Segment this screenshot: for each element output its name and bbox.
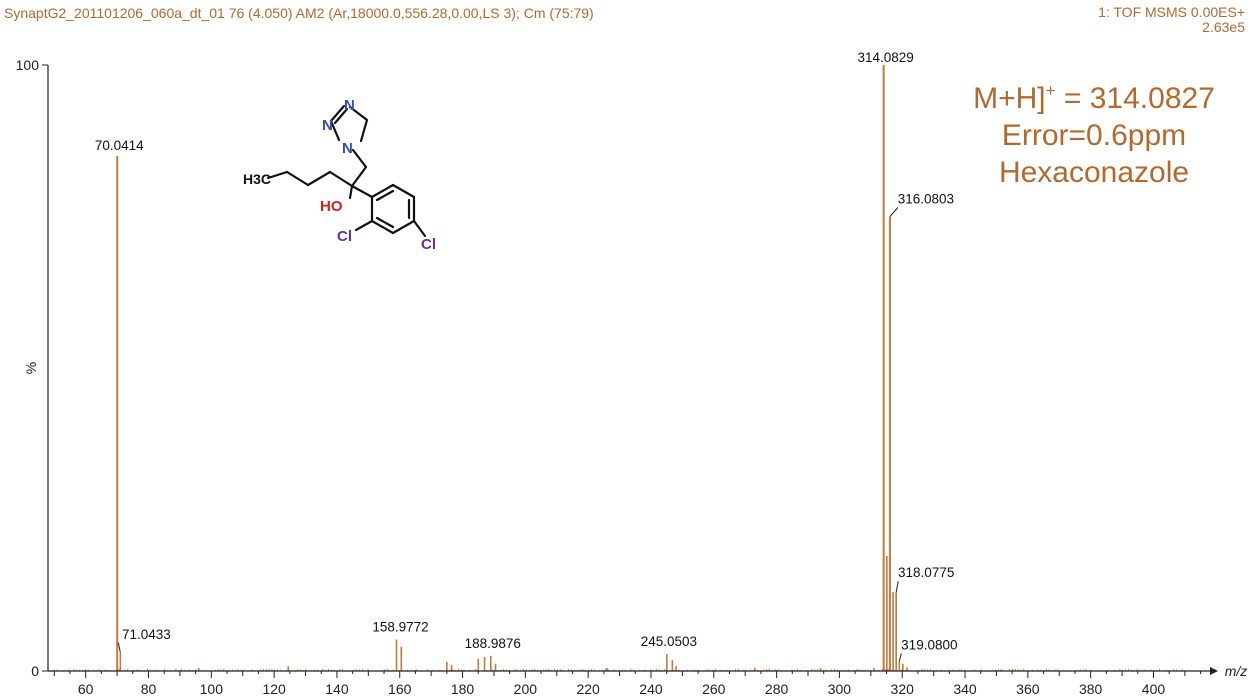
peak-labels: 70.0414 71.0433 158.9772 188.9876 245.0503 31… [95, 50, 957, 662]
atom-methyl: H3C [243, 171, 271, 187]
y-tick-label: 0 [31, 663, 39, 679]
atom-chlorine-ortho: Cl [337, 228, 352, 245]
atom-hydroxyl: HO [320, 198, 343, 215]
x-tick-label: 280 [765, 681, 789, 697]
peak-label: 188.9876 [465, 636, 521, 651]
peak-label: 316.0803 [898, 192, 954, 207]
chart-axes [47, 65, 1218, 675]
peak-label: 319.0800 [901, 637, 957, 652]
peak-label: 71.0433 [122, 627, 171, 642]
peak-label: 70.0414 [95, 138, 144, 153]
x-tick-label: 320 [891, 681, 915, 697]
peak-label: 245.0503 [641, 634, 697, 649]
peak-label-leader [895, 581, 899, 593]
atom-n-top: N [344, 97, 355, 114]
peak-label: 158.9772 [372, 619, 428, 634]
x-tick-label: 80 [141, 681, 157, 697]
x-tick-label: 220 [576, 681, 600, 697]
molecule-structure [266, 104, 427, 238]
peak-label-leader [117, 642, 121, 653]
x-tick-label: 180 [451, 681, 475, 697]
peak-label-leader [889, 207, 899, 217]
x-tick-label: 120 [262, 681, 286, 697]
atom-n-left: N [322, 117, 333, 134]
x-tick-label: 360 [1016, 681, 1040, 697]
peak-label: 318.0775 [898, 565, 954, 580]
x-tick-label: 60 [78, 681, 94, 697]
base-peak-intensity: 2.63e5 [1202, 19, 1245, 35]
molecule-atom-labels: N N N H3C HO Cl Cl [243, 97, 436, 253]
x-tick-label: 340 [953, 681, 977, 697]
spectrum-header-right: 1: TOF MSMS 0.00ES+ 2.63e5 [1098, 5, 1245, 35]
x-tick-label: 380 [1079, 681, 1103, 697]
compound-annotation: M+H]+ = 314.0827 Error=0.6ppm Hexaconazo… [973, 81, 1215, 189]
annotation-mh-line: M+H]+ = 314.0827 [973, 81, 1215, 115]
atom-chlorine-para: Cl [421, 236, 436, 253]
spectrum-header-info: SynaptG2_201101206_060a_dt_01 76 (4.050)… [4, 5, 594, 21]
x-tick-label: 160 [388, 681, 412, 697]
peak-label-leader [898, 653, 902, 662]
x-axis-label: m/z [1225, 663, 1248, 679]
acquisition-function: 1: TOF MSMS 0.00ES+ [1098, 4, 1245, 20]
x-tick-label: 100 [200, 681, 224, 697]
y-ticks: 0 100 [16, 57, 48, 679]
peak-label: 314.0829 [857, 50, 913, 65]
x-tick-label: 240 [639, 681, 663, 697]
y-tick-label: 100 [16, 57, 40, 73]
annotation-error: Error=0.6ppm [1002, 119, 1186, 152]
x-tick-label: 300 [828, 681, 852, 697]
x-tick-label: 400 [1142, 681, 1166, 697]
x-tick-label: 140 [325, 681, 349, 697]
annotation-compound-name: Hexaconazole [999, 156, 1189, 189]
x-tick-label: 200 [514, 681, 538, 697]
y-axis-label: % [23, 362, 39, 374]
x-axis-arrow [1210, 667, 1218, 675]
x-tick-label: 260 [702, 681, 726, 697]
atom-n-bottom: N [342, 140, 353, 157]
x-ticks: 60 80 100 120 140 160 180 200 220 240 260 280 300 320… [53, 671, 1202, 697]
peak-series [116, 65, 908, 671]
